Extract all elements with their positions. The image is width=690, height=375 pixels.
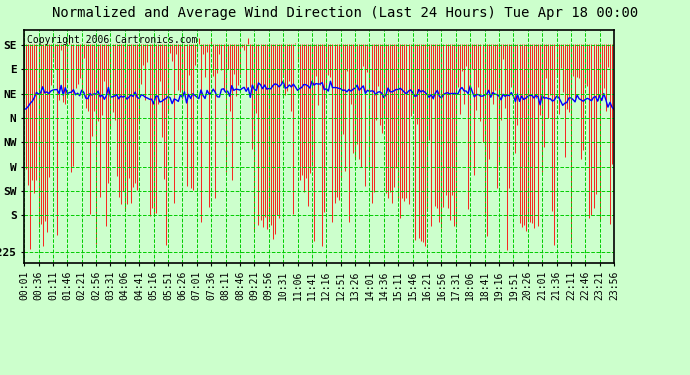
Text: Normalized and Average Wind Direction (Last 24 Hours) Tue Apr 18 00:00: Normalized and Average Wind Direction (L… — [52, 6, 638, 20]
Text: Copyright 2006 Cartronics.com: Copyright 2006 Cartronics.com — [27, 34, 197, 45]
